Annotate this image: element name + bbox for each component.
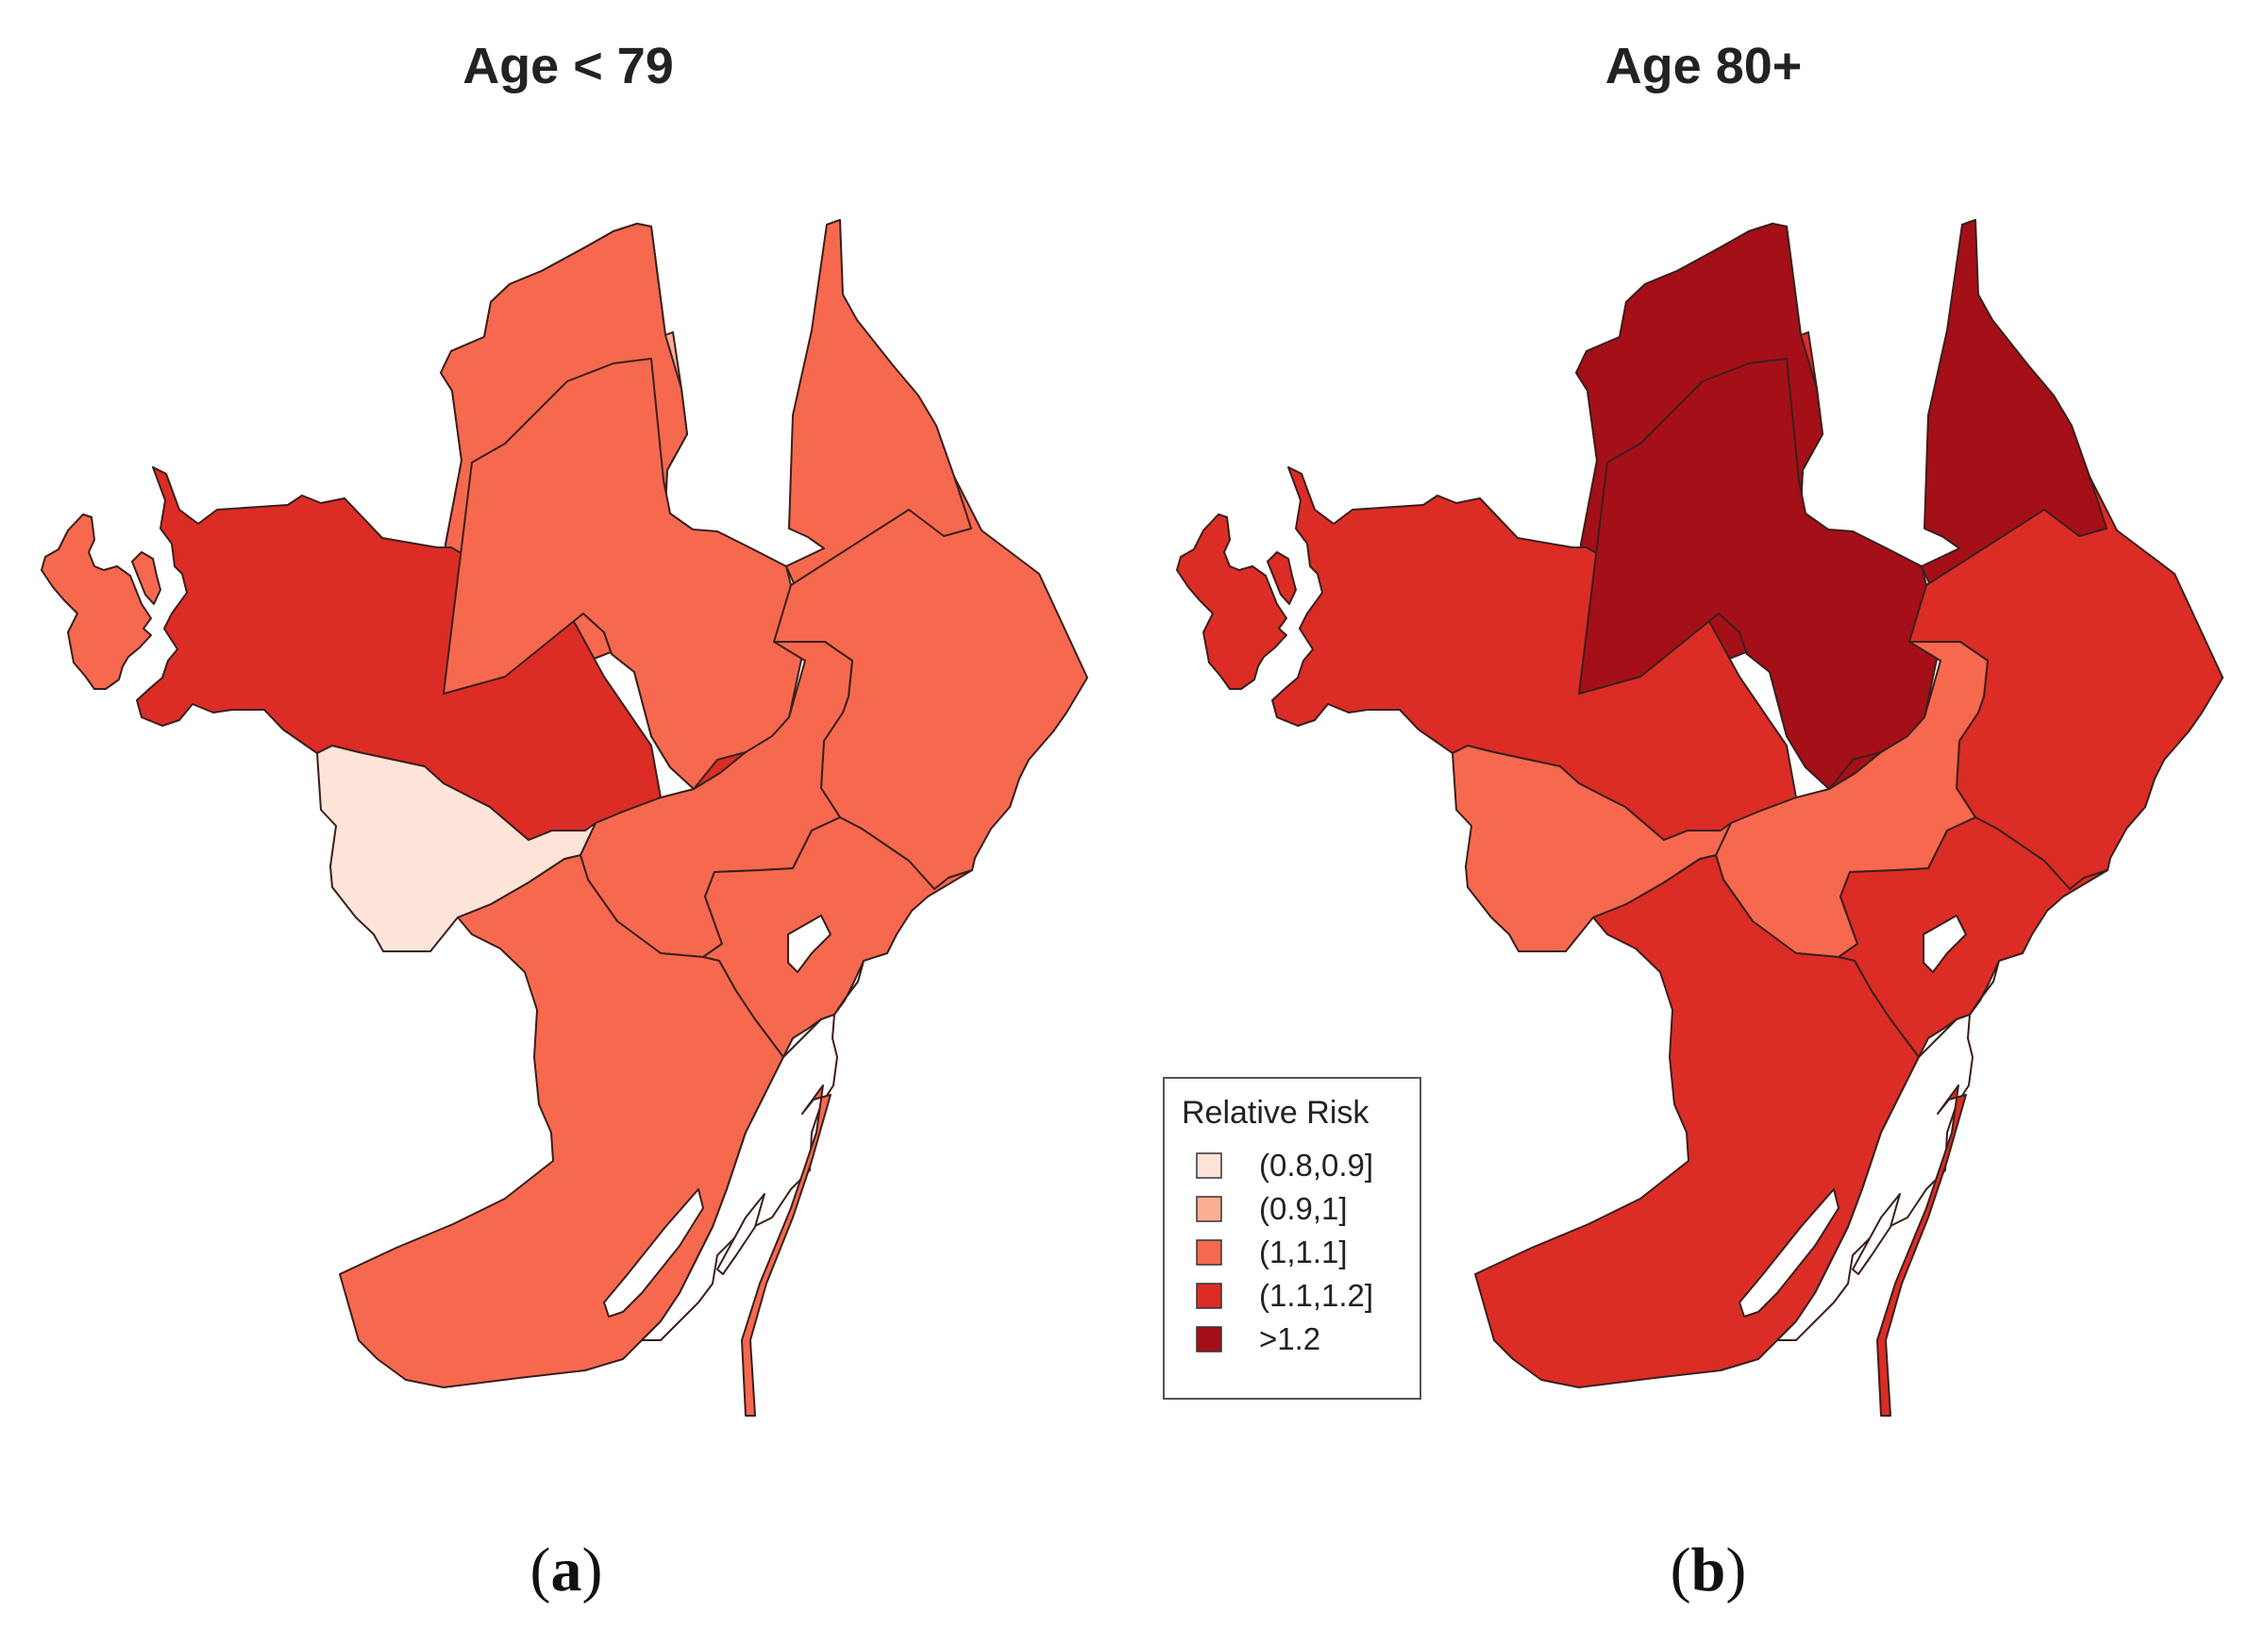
harbor-water bbox=[1739, 1188, 1840, 1318]
legend-swatch bbox=[1196, 1239, 1222, 1266]
legend-swatch bbox=[1196, 1283, 1222, 1309]
legend-swatch bbox=[1196, 1196, 1222, 1222]
choropleth-map-b bbox=[1176, 219, 2224, 1417]
district-region bbox=[1876, 1084, 1967, 1417]
harbor-water bbox=[787, 915, 832, 973]
district-region bbox=[131, 551, 161, 605]
panel-label-a: (a) bbox=[530, 1536, 603, 1604]
harbor-water bbox=[1923, 915, 1967, 973]
legend-label: (1.1,1.2] bbox=[1259, 1278, 1373, 1313]
legend-title: Relative Risk bbox=[1182, 1095, 1369, 1131]
district-region bbox=[1838, 816, 2108, 1058]
legend-items: (0.8,0.9] (0.9,1] (1,1.1] (1.1,1.2] >1.2 bbox=[1196, 1148, 1373, 1356]
map-panel-b: Age 80+ (b) bbox=[1176, 38, 2224, 1604]
district-region bbox=[702, 816, 973, 1058]
district-region bbox=[1452, 745, 1732, 952]
district-region bbox=[41, 513, 152, 690]
district-region bbox=[1267, 551, 1297, 605]
harbor-water bbox=[1852, 1193, 1901, 1275]
district-region bbox=[316, 745, 596, 952]
legend-label: >1.2 bbox=[1259, 1321, 1320, 1356]
district-region bbox=[741, 1084, 832, 1417]
harbor-water bbox=[716, 1193, 765, 1275]
legend-label: (0.9,1] bbox=[1259, 1191, 1348, 1226]
district-region bbox=[443, 358, 806, 790]
panel-label-b: (b) bbox=[1671, 1536, 1747, 1604]
map-title-a: Age < 79 bbox=[462, 38, 674, 94]
district-region bbox=[1578, 358, 1941, 790]
legend-label: (1,1.1] bbox=[1259, 1234, 1348, 1269]
legend-swatch bbox=[1196, 1152, 1222, 1179]
legend-swatch bbox=[1196, 1326, 1222, 1352]
district-region bbox=[1176, 513, 1287, 690]
map-panel-a: Age < 79 (a) bbox=[41, 38, 1088, 1604]
choropleth-map-a bbox=[41, 219, 1088, 1417]
harbor-water bbox=[603, 1188, 704, 1318]
legend: Relative Risk (0.8,0.9] (0.9,1] (1,1.1] (1.… bbox=[1163, 1077, 1421, 1400]
map-title-b: Age 80+ bbox=[1605, 38, 1803, 94]
legend-label: (0.8,0.9] bbox=[1259, 1148, 1373, 1183]
